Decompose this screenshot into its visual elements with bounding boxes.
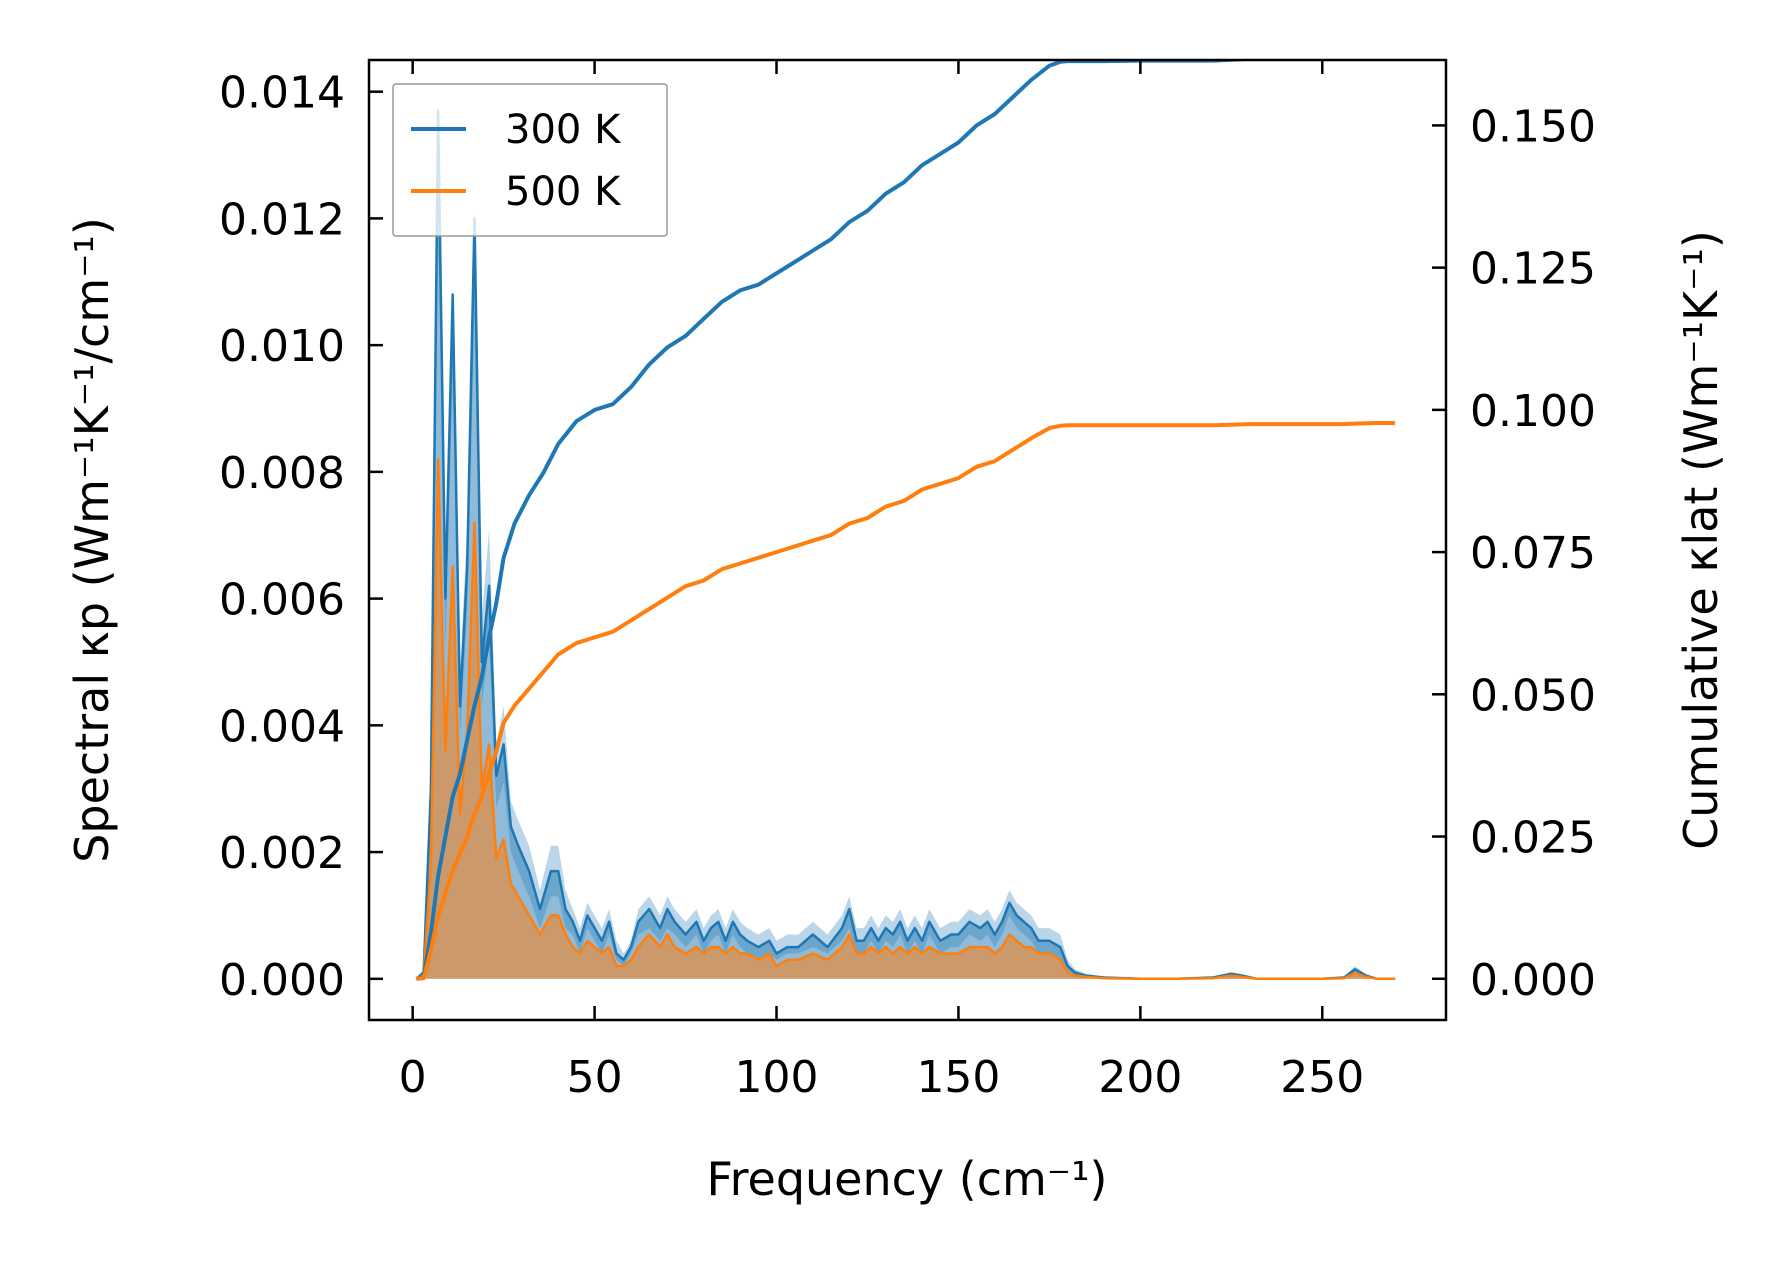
y-left-tick-label: 0.000 xyxy=(219,955,345,1006)
x-tick-label: 100 xyxy=(735,1052,819,1103)
x-tick-label: 50 xyxy=(567,1052,623,1103)
y-right-tick-label: 0.050 xyxy=(1470,670,1596,721)
spectral-line-500k xyxy=(415,457,1396,981)
spectral-layer xyxy=(415,104,1396,981)
y-right-tick-label: 0.025 xyxy=(1470,813,1596,864)
x-tick-label: 200 xyxy=(1098,1052,1182,1103)
y-right-tick-label: 0.150 xyxy=(1470,101,1596,152)
y-left-axis: 0.000 0.002 0.004 0.006 0.008 0.010 0.012 0.014 xyxy=(219,68,383,1006)
x-tick-label: 0 xyxy=(399,1052,427,1103)
x-axis: 0 50 100 150 200 250 xyxy=(399,60,1364,1103)
y-left-tick-label: 0.010 xyxy=(219,321,345,372)
y-left-tick-label: 0.006 xyxy=(219,575,345,626)
y-right-tick-label: 0.100 xyxy=(1470,386,1596,437)
y-left-tick-label: 0.002 xyxy=(219,828,345,879)
y-right-tick-label: 0.000 xyxy=(1470,955,1596,1006)
legend-label-300k: 300 K xyxy=(505,107,622,153)
x-tick-label: 250 xyxy=(1280,1052,1364,1103)
spectral-line-300k xyxy=(415,109,1396,981)
y-right-axis: 0.000 0.025 0.050 0.075 0.100 0.125 0.150 xyxy=(1432,101,1596,1006)
legend-label-500k: 500 K xyxy=(505,169,622,215)
legend-frame xyxy=(392,83,668,237)
legend: 300 K 500 K xyxy=(392,83,668,237)
y-left-tick-label: 0.008 xyxy=(219,448,345,499)
plot-frame xyxy=(367,58,1448,1022)
x-axis-title: Frequency (cm⁻¹) xyxy=(707,1152,1108,1206)
spectral-area-500k xyxy=(416,459,1396,979)
y-left-tick-label: 0.004 xyxy=(219,701,345,752)
y-left-tick-label: 0.014 xyxy=(219,68,345,119)
y-right-tick-label: 0.075 xyxy=(1470,528,1596,579)
y-right-tick-label: 0.125 xyxy=(1470,244,1596,295)
y-left-axis-title: Spectral κp (Wm⁻¹K⁻¹/cm⁻¹) xyxy=(65,217,119,863)
y-left-tick-label: 0.012 xyxy=(219,194,345,245)
x-tick-label: 150 xyxy=(916,1052,1000,1103)
y-right-axis-title: Cumulative κlat (Wm⁻¹K⁻¹) xyxy=(1674,230,1728,850)
cumulative-line-500k xyxy=(416,421,1396,981)
